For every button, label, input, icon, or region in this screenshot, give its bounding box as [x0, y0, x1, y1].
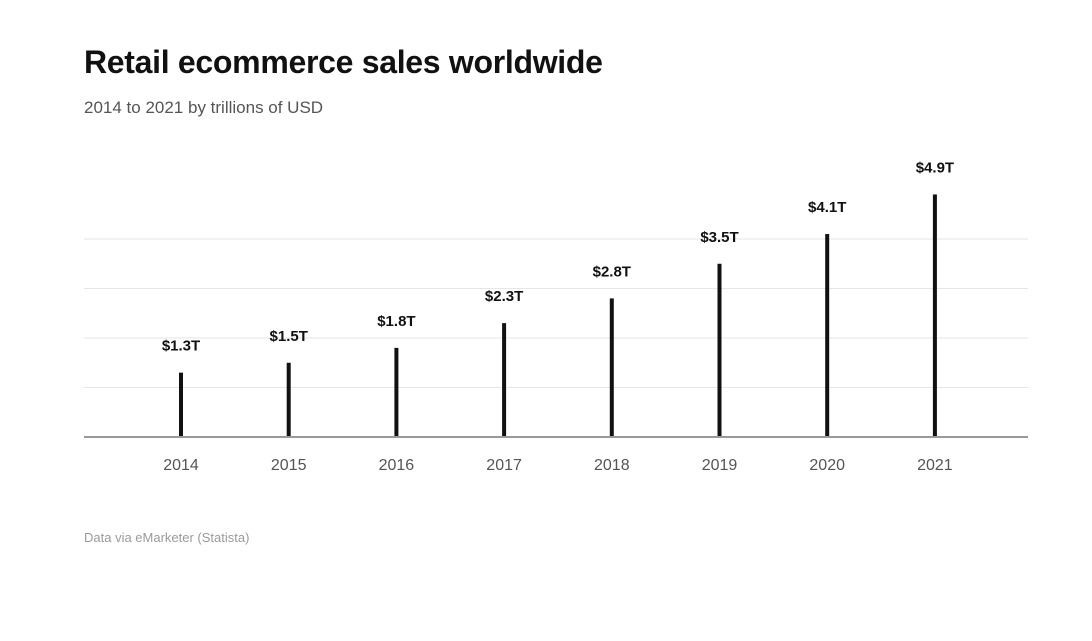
bar-2014 — [179, 372, 183, 437]
value-labels: $1.3T $1.5T $1.8T $2.3T $2.8T $3.5T $4.1T $4.9T — [162, 159, 954, 354]
bars — [179, 194, 937, 437]
x-tick-2021: 2021 — [917, 457, 953, 474]
value-label-2020: $4.1T — [808, 199, 846, 216]
bar-2016 — [394, 347, 399, 437]
value-label-2019: $3.5T — [700, 229, 738, 246]
x-tick-2015: 2015 — [271, 457, 307, 474]
value-label-2017: $2.3T — [485, 288, 523, 305]
x-axis-ticks: 2014 2015 2016 2017 2018 2019 2020 2021 — [163, 457, 953, 474]
bar-2019 — [717, 263, 722, 437]
chart-title: Retail ecommerce sales worldwide — [84, 44, 603, 80]
value-label-2018: $2.8T — [593, 263, 631, 280]
bar-2018 — [609, 298, 614, 437]
value-label-2014: $1.3T — [162, 338, 200, 355]
x-tick-2016: 2016 — [379, 457, 415, 474]
bar-2017 — [502, 323, 507, 437]
value-label-2015: $1.5T — [270, 328, 308, 345]
source-note: Data via eMarketer (Statista) — [84, 530, 250, 545]
x-tick-2014: 2014 — [163, 457, 199, 474]
bar-2021 — [932, 194, 937, 437]
bar-2015 — [286, 362, 291, 437]
x-tick-2019: 2019 — [702, 457, 738, 474]
x-tick-2020: 2020 — [809, 457, 845, 474]
value-label-2016: $1.8T — [377, 313, 415, 330]
x-tick-2018: 2018 — [594, 457, 630, 474]
gridlines — [84, 238, 1028, 388]
bar-2020 — [825, 234, 830, 437]
chart-subtitle: 2014 to 2021 by trillions of USD — [84, 98, 324, 117]
x-tick-2017: 2017 — [486, 457, 522, 474]
value-label-2021: $4.9T — [916, 159, 954, 176]
